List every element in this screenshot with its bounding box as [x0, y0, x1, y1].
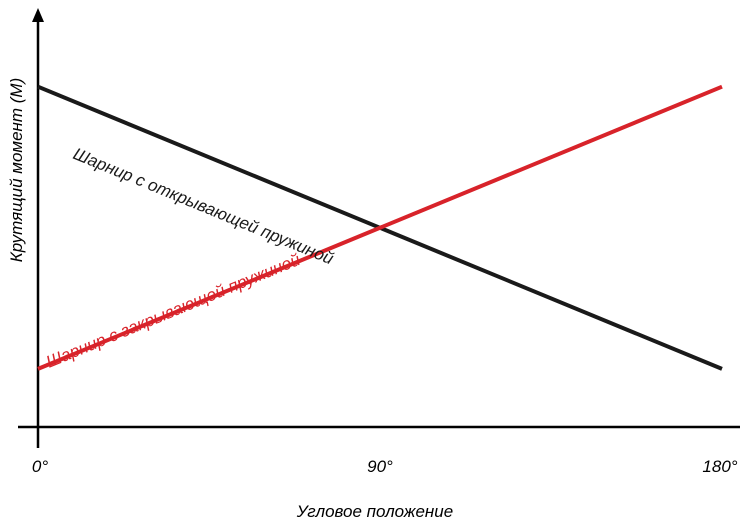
x-axis-title: Угловое положение [296, 502, 453, 521]
series-label-closing-spring: Шарнир с закрывающей пружиной [43, 250, 303, 372]
x-tick-label-0: 0° [32, 457, 48, 476]
series-label-opening-spring: Шарнир с открывающей пружиной [70, 144, 336, 268]
x-tick-label-180: 180° [702, 457, 737, 476]
y-axis-title: Крутящий момент (M) [7, 78, 26, 263]
x-tick-label-90: 90° [367, 457, 393, 476]
series-line-closing-spring [37, 84, 723, 371]
y-axis-arrow [32, 8, 44, 22]
